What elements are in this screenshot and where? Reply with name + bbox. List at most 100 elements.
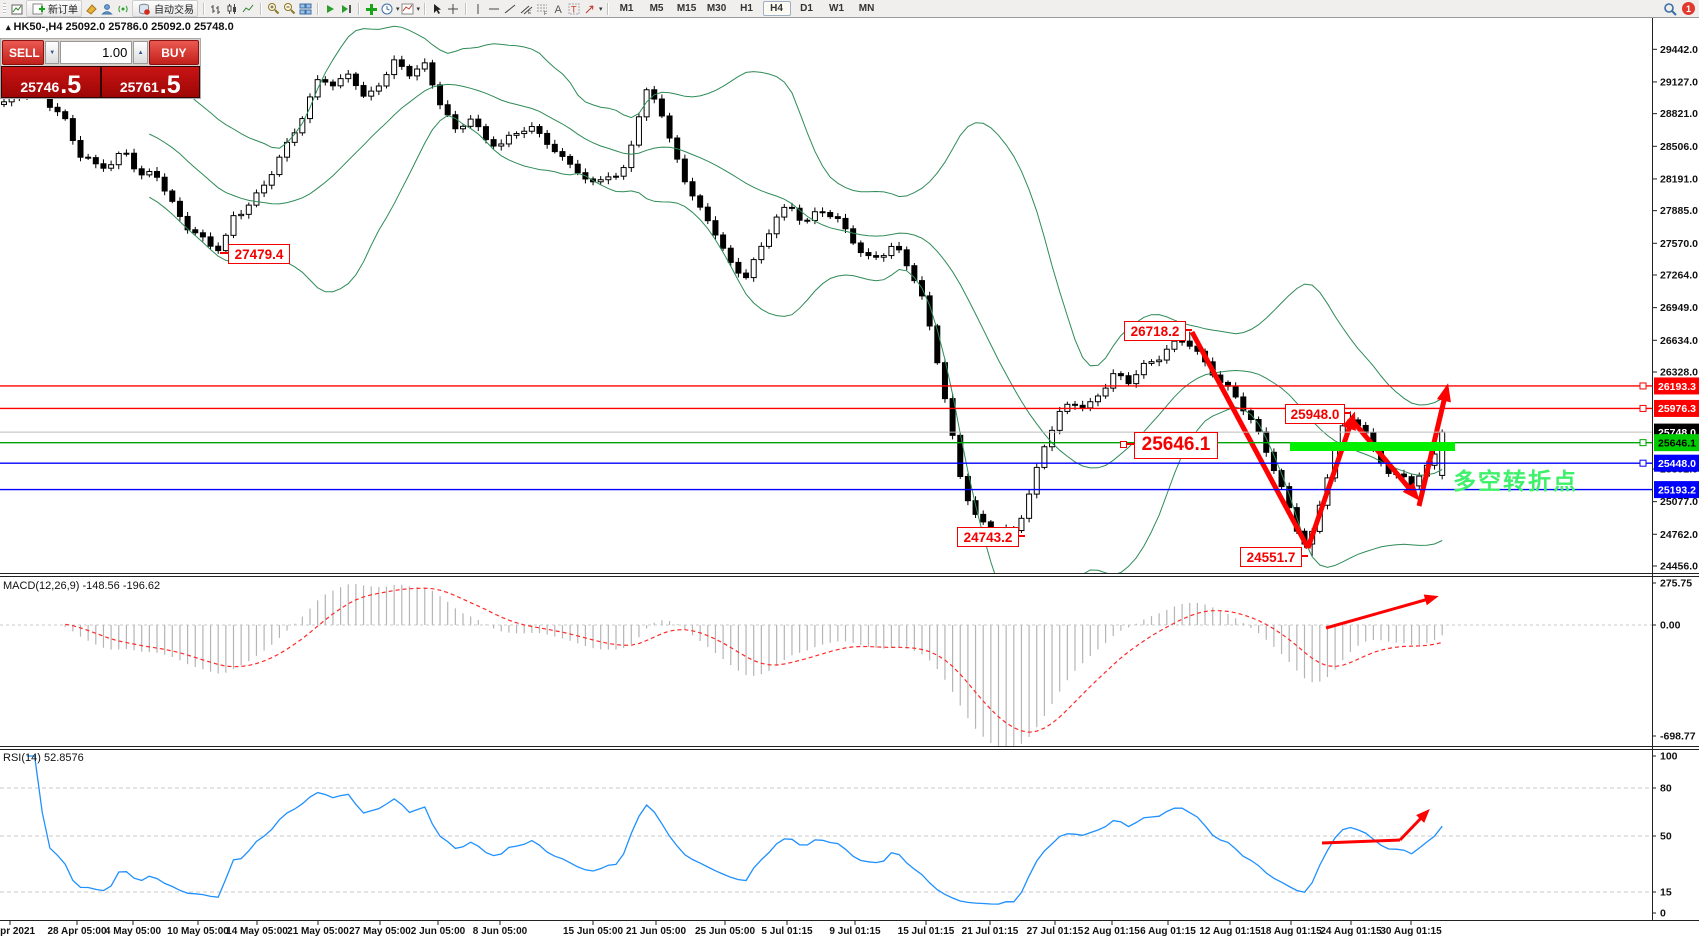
line-handle[interactable] bbox=[1639, 459, 1647, 467]
timeframe-d1[interactable]: D1 bbox=[800, 3, 813, 14]
crosshair-icon[interactable] bbox=[445, 1, 461, 16]
horizontal-line-icon[interactable] bbox=[486, 1, 502, 16]
label-icon[interactable]: T bbox=[566, 1, 582, 16]
timeframe-h1[interactable]: H1 bbox=[740, 3, 753, 14]
timeframe-m15[interactable]: M15 bbox=[676, 3, 697, 14]
highlight-bar[interactable] bbox=[1290, 442, 1455, 451]
turning-point-note[interactable]: 多空转折点 bbox=[1453, 468, 1578, 494]
candle-body bbox=[498, 143, 505, 147]
trend-arrow[interactable] bbox=[1189, 330, 1311, 550]
candle-body bbox=[1286, 486, 1293, 509]
line-handle[interactable] bbox=[1639, 439, 1647, 447]
candle-body bbox=[544, 132, 551, 145]
candle-body bbox=[1416, 475, 1423, 487]
bar-chart-icon[interactable] bbox=[208, 1, 224, 16]
candle-body bbox=[360, 85, 367, 97]
new-order-button[interactable]: 新订单 bbox=[26, 0, 82, 17]
candle-body bbox=[834, 216, 841, 219]
signal-icon[interactable] bbox=[115, 1, 131, 16]
cursor-icon[interactable] bbox=[429, 1, 445, 16]
profile-icon[interactable] bbox=[99, 1, 115, 16]
volume-input[interactable] bbox=[60, 41, 133, 64]
time-tick-label: 10 May 05:00 bbox=[167, 926, 229, 937]
buy-price-frac: .5 bbox=[159, 71, 181, 99]
expander-icon[interactable]: ▴ bbox=[6, 22, 11, 32]
chart-window-icon[interactable] bbox=[9, 1, 25, 16]
line-chart-icon[interactable] bbox=[240, 1, 256, 16]
trend-arrowhead[interactable] bbox=[1342, 411, 1356, 431]
trend-arrowhead[interactable] bbox=[1416, 808, 1430, 823]
price-flag-27479.4[interactable]: 27479.4 bbox=[228, 244, 290, 264]
search-icon[interactable] bbox=[1662, 1, 1678, 16]
buy-price-main: 25761 bbox=[119, 79, 159, 95]
flag-handle[interactable] bbox=[1120, 441, 1127, 448]
periods-caret[interactable]: ▾ bbox=[396, 5, 400, 13]
volume-decrease-button[interactable]: ▼ bbox=[45, 41, 60, 64]
notification-badge[interactable]: 1 bbox=[1682, 2, 1695, 15]
candle-body bbox=[1140, 362, 1147, 376]
timeframe-m30[interactable]: M30 bbox=[706, 3, 727, 14]
candle-body bbox=[1049, 429, 1056, 448]
timeframe-h4[interactable]: H4 bbox=[762, 1, 791, 16]
timeframe-w1[interactable]: W1 bbox=[829, 3, 845, 14]
volume-increase-button[interactable]: ▲ bbox=[133, 41, 148, 64]
sell-button[interactable]: SELL bbox=[2, 40, 44, 65]
price-flag-26718.2[interactable]: 26718.2 bbox=[1124, 321, 1186, 341]
axis-price-box-label: 25193.2 bbox=[1658, 484, 1696, 496]
toolbar-grip[interactable] bbox=[3, 3, 6, 14]
time-tick-label: 21 May 05:00 bbox=[287, 926, 349, 937]
add-indicator-icon[interactable] bbox=[363, 1, 379, 16]
price-flag-24551.7[interactable]: 24551.7 bbox=[1240, 547, 1302, 567]
one-click-trading-panel: SELL ▼ ▲ BUY 25746.5 25761.5 bbox=[0, 38, 201, 99]
periods-icon[interactable] bbox=[379, 1, 395, 16]
arrows-caret[interactable]: ▾ bbox=[599, 5, 603, 13]
timeframe-m5[interactable]: M5 bbox=[649, 3, 664, 14]
candle-body bbox=[475, 118, 482, 128]
zoom-out-icon[interactable] bbox=[281, 1, 297, 16]
candle-body bbox=[880, 255, 887, 258]
auto-scroll-icon[interactable] bbox=[322, 1, 338, 16]
fibonacci-icon[interactable]: F bbox=[534, 1, 550, 16]
candle-body bbox=[857, 242, 864, 254]
buy-price-display[interactable]: 25761.5 bbox=[101, 67, 199, 99]
candle-body bbox=[934, 325, 941, 364]
trend-arrowhead[interactable] bbox=[1402, 482, 1420, 501]
price-flag-25948.0[interactable]: 25948.0 bbox=[1285, 404, 1345, 424]
price-flag-25646.1[interactable]: 25646.1 bbox=[1134, 431, 1218, 459]
zoom-in-icon[interactable] bbox=[265, 1, 281, 16]
chart-shift-icon[interactable] bbox=[338, 1, 354, 16]
timeframe-mn[interactable]: MN bbox=[858, 3, 875, 14]
arrows-tool-icon[interactable] bbox=[582, 1, 598, 16]
candle-body bbox=[941, 362, 948, 400]
price-flag-24743.2[interactable]: 24743.2 bbox=[957, 527, 1019, 547]
flag-tail bbox=[220, 252, 228, 254]
trend-arrow[interactable] bbox=[1321, 838, 1401, 845]
candle-body bbox=[1018, 517, 1025, 532]
trend-arrowhead[interactable] bbox=[1436, 383, 1451, 403]
sell-price-display[interactable]: 25746.5 bbox=[2, 67, 100, 98]
macd-label: MACD(12,26,9) -148.56 -196.62 bbox=[3, 580, 161, 592]
candle-body bbox=[276, 156, 283, 176]
auto-trade-button[interactable]: 自动交易 bbox=[132, 0, 198, 17]
line-handle[interactable] bbox=[1639, 382, 1647, 390]
vertical-line-icon[interactable] bbox=[470, 1, 486, 16]
channel-icon[interactable]: E bbox=[518, 1, 534, 16]
trend-arrowhead[interactable] bbox=[1423, 594, 1439, 606]
buy-button[interactable]: BUY bbox=[148, 40, 199, 65]
text-icon[interactable]: A bbox=[550, 1, 566, 16]
trendline-icon[interactable] bbox=[502, 1, 518, 16]
candle-body bbox=[284, 141, 291, 158]
trend-arrow[interactable] bbox=[1305, 419, 1355, 549]
candlestick-icon[interactable] bbox=[224, 1, 240, 16]
candle-body bbox=[850, 228, 857, 244]
tile-windows-icon[interactable] bbox=[297, 1, 313, 16]
flag-tail bbox=[1300, 555, 1308, 557]
templates-caret[interactable]: ▾ bbox=[416, 5, 421, 13]
styles-icon[interactable] bbox=[83, 1, 99, 16]
candle-body bbox=[842, 217, 849, 230]
timeframe-m1[interactable]: M1 bbox=[619, 3, 634, 14]
templates-icon[interactable] bbox=[400, 1, 416, 16]
trend-arrow[interactable] bbox=[1350, 418, 1416, 496]
trend-arrow[interactable] bbox=[1325, 596, 1433, 630]
line-handle[interactable] bbox=[1639, 404, 1647, 412]
